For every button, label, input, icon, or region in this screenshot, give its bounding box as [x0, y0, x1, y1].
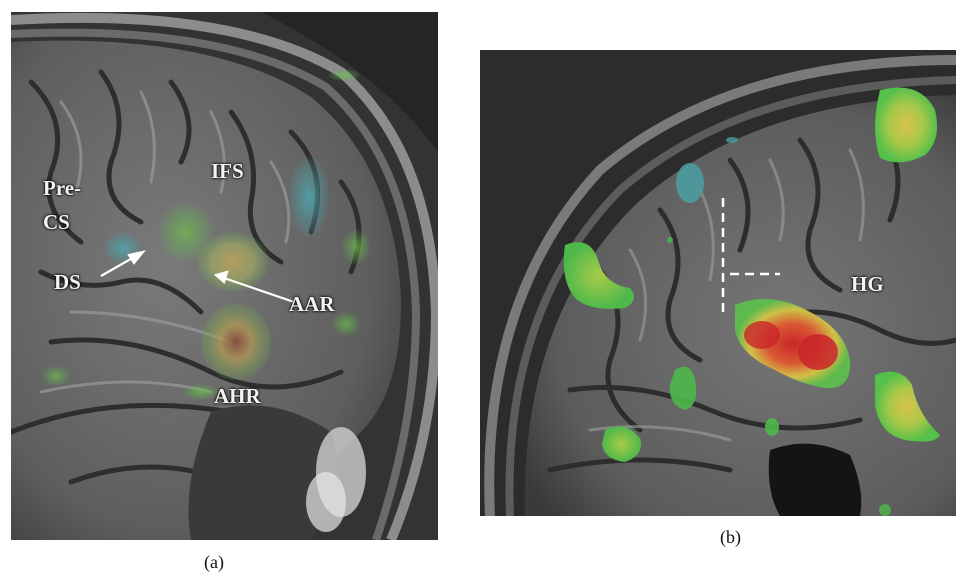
mri-slice-b [480, 50, 956, 516]
label-ds: DS [54, 270, 81, 294]
activation-cyan-b [676, 163, 704, 203]
activation-ahr [201, 304, 271, 380]
activation-yellow-top [875, 87, 938, 163]
activation-yellow-right [875, 371, 940, 442]
caption-b: (b) [720, 527, 741, 547]
label-precs-line2: CS [43, 210, 70, 234]
label-hg: HG [851, 272, 884, 296]
label-ifs: IFS [211, 159, 244, 183]
mri-panel-a: Pre- CS IFS DS AAR AHR [11, 12, 438, 540]
label-aar: AAR [289, 292, 335, 316]
activation-aar [197, 232, 269, 292]
caption-a: (a) [204, 552, 224, 572]
label-ahr: AHR [214, 384, 261, 408]
activation-cyan-ifs [289, 157, 329, 237]
mri-slice-a [11, 12, 438, 540]
mri-panel-b: HG [480, 50, 956, 516]
label-precs-line1: Pre- [43, 176, 82, 200]
activation-green-left [563, 242, 634, 309]
